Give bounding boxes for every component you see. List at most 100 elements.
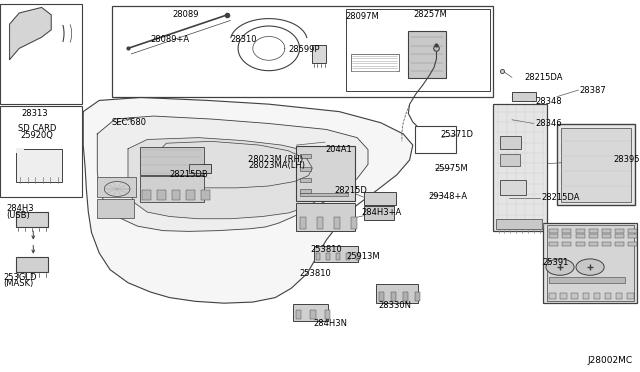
Bar: [293, 304, 328, 321]
Text: 28215DB: 28215DB: [170, 170, 208, 179]
Bar: [563, 229, 572, 232]
Circle shape: [546, 259, 574, 275]
Polygon shape: [83, 97, 413, 303]
Bar: [512, 92, 536, 101]
Text: 28023MA(LH): 28023MA(LH): [248, 161, 305, 170]
Bar: [300, 217, 306, 229]
Text: 28310: 28310: [230, 35, 257, 44]
Text: 25975M: 25975M: [435, 164, 468, 173]
Bar: [549, 277, 625, 283]
Bar: [296, 203, 355, 231]
Bar: [575, 229, 584, 232]
Bar: [346, 253, 349, 260]
Bar: [312, 45, 326, 63]
Text: 25391: 25391: [543, 258, 569, 267]
Bar: [563, 234, 572, 238]
Bar: [543, 223, 637, 303]
Text: 253810: 253810: [299, 269, 331, 278]
Bar: [582, 293, 589, 299]
Bar: [346, 9, 490, 91]
Bar: [615, 229, 624, 232]
Bar: [408, 31, 446, 78]
Bar: [500, 154, 520, 166]
Text: 28097M: 28097M: [346, 12, 379, 21]
Bar: [376, 284, 418, 303]
Bar: [628, 234, 637, 238]
Bar: [589, 234, 598, 238]
Bar: [615, 242, 624, 246]
Text: 25371D: 25371D: [440, 130, 474, 139]
Bar: [325, 310, 330, 319]
Bar: [575, 234, 584, 238]
Bar: [560, 293, 566, 299]
Bar: [616, 293, 623, 299]
Bar: [493, 104, 547, 231]
Bar: [16, 257, 48, 272]
Bar: [310, 310, 316, 319]
Bar: [172, 190, 180, 200]
Bar: [602, 229, 611, 232]
Text: 28330N: 28330N: [378, 301, 412, 310]
Bar: [186, 190, 195, 200]
Text: 28215D: 28215D: [334, 186, 367, 195]
Text: 284H3+A: 284H3+A: [362, 208, 401, 217]
Bar: [314, 246, 358, 262]
Text: 25913M: 25913M: [346, 252, 380, 261]
Bar: [140, 176, 204, 202]
Bar: [557, 124, 635, 205]
Bar: [201, 190, 210, 200]
Bar: [351, 54, 399, 71]
Bar: [317, 217, 323, 229]
Bar: [333, 217, 340, 229]
Text: 28387: 28387: [580, 86, 607, 94]
Bar: [356, 253, 360, 260]
Bar: [16, 212, 48, 227]
Bar: [300, 178, 311, 182]
Polygon shape: [154, 141, 312, 188]
Bar: [547, 225, 634, 301]
Bar: [602, 234, 611, 238]
Bar: [364, 206, 394, 220]
Bar: [549, 293, 556, 299]
Bar: [300, 189, 311, 193]
Text: 28348: 28348: [535, 97, 562, 106]
Text: 28023M (RH): 28023M (RH): [248, 155, 303, 164]
Bar: [112, 6, 493, 97]
Bar: [605, 293, 611, 299]
Bar: [628, 229, 637, 232]
Text: SD CARD: SD CARD: [18, 124, 56, 133]
Bar: [415, 126, 456, 153]
Text: 29348+A: 29348+A: [428, 192, 468, 201]
Bar: [0, 4, 82, 104]
Bar: [563, 242, 572, 246]
Polygon shape: [97, 116, 368, 231]
Text: SEC.680: SEC.680: [112, 118, 147, 126]
Bar: [627, 293, 634, 299]
Bar: [549, 229, 558, 232]
Bar: [415, 292, 420, 301]
Bar: [300, 167, 311, 171]
Bar: [403, 292, 408, 301]
Polygon shape: [128, 138, 339, 219]
Text: 204A1: 204A1: [326, 145, 353, 154]
Bar: [16, 149, 62, 182]
Text: 28599P: 28599P: [288, 45, 320, 54]
Bar: [97, 199, 134, 218]
Polygon shape: [10, 7, 51, 60]
Bar: [189, 164, 211, 173]
Bar: [316, 253, 320, 260]
Text: 28215DA: 28215DA: [541, 193, 580, 202]
Text: 253GLD: 253GLD: [3, 273, 36, 282]
Text: 28313: 28313: [22, 109, 49, 118]
Bar: [140, 147, 204, 175]
Text: 28089: 28089: [172, 10, 199, 19]
Text: (USB): (USB): [6, 211, 30, 219]
Bar: [549, 242, 558, 246]
Bar: [157, 190, 166, 200]
Text: 28395Q: 28395Q: [613, 155, 640, 164]
Bar: [296, 146, 355, 201]
Bar: [0, 106, 82, 197]
Bar: [326, 253, 330, 260]
Bar: [336, 253, 340, 260]
Bar: [589, 229, 598, 232]
